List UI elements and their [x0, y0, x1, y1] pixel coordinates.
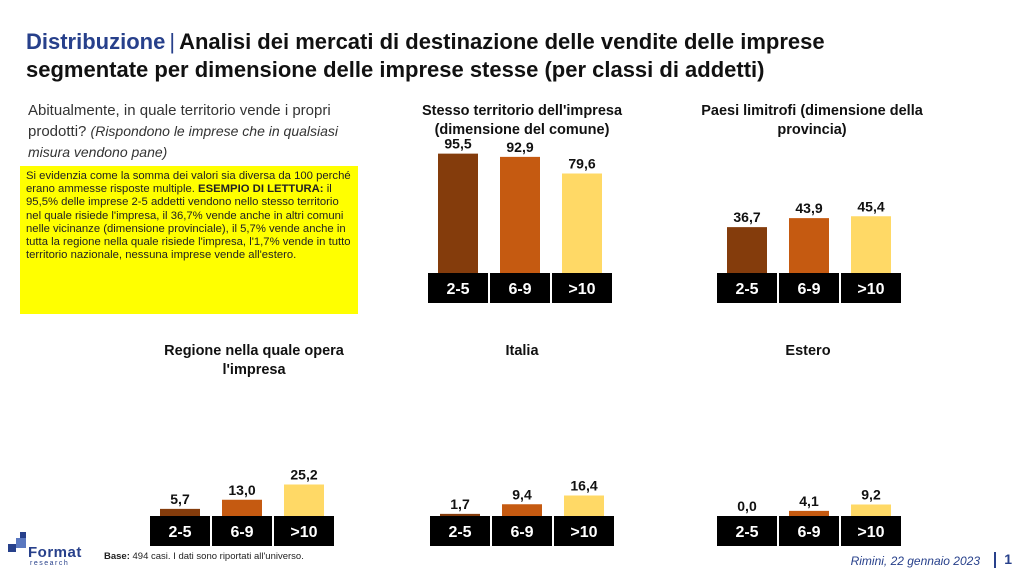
category-label-6-9: 6-9 [797, 524, 820, 541]
category-band-6-9 [779, 273, 839, 303]
value-label-2-5: 36,7 [733, 209, 760, 225]
value-label-6-9: 4,1 [799, 493, 819, 509]
format-research-logo: Format research [8, 530, 98, 570]
title-line-2: segmentate per dimensione delle imprese … [26, 57, 765, 82]
chart-title-paesi-limitrofi: Paesi limitrofi (dimensione della provin… [701, 103, 923, 138]
category-band-gt10 [841, 516, 901, 546]
bar-gt10 [284, 484, 324, 516]
notebox-body: il 95,5% delle imprese 2-5 addetti vendo… [26, 183, 351, 262]
category-label-2-5: 2-5 [735, 281, 758, 298]
category-band-gt10 [554, 516, 614, 546]
bar-2-5 [160, 508, 200, 516]
category-band-6-9 [490, 273, 550, 303]
survey-question: Abitualmente, in quale territorio vende … [28, 101, 358, 163]
bar-6-9 [222, 499, 262, 516]
category-band-6-9 [779, 516, 839, 546]
category-band-2-5 [430, 516, 490, 546]
logo-word: Format [28, 544, 82, 561]
category-band-gt10 [841, 273, 901, 303]
value-label-gt10: 9,2 [861, 487, 881, 503]
category-band-2-5 [717, 273, 777, 303]
question-note: (Rispondono le imprese che in qualsiasi … [28, 123, 339, 160]
category-band-2-5 [150, 516, 210, 546]
category-label-2-5: 2-5 [168, 524, 191, 541]
title-line-1: Analisi dei mercati di destinazione dell… [179, 29, 825, 54]
category-band-gt10 [552, 273, 612, 303]
category-band-2-5 [428, 273, 488, 303]
title-separator: | [169, 29, 176, 54]
category-label-gt10: >10 [568, 281, 595, 298]
bar-6-9 [789, 218, 829, 273]
footer-place-date: Rimini, 22 gennaio 2023 [850, 554, 980, 568]
value-label-gt10: 16,4 [570, 478, 597, 494]
category-band-6-9 [212, 516, 272, 546]
bar-gt10 [562, 173, 602, 273]
footer-base-text: 494 casi. I dati sono riportati all'univ… [132, 551, 304, 562]
bar-gt10 [564, 495, 604, 516]
bar-6-9 [500, 156, 540, 273]
page-title: Distribuzione | Analisi dei mercati di des… [26, 28, 986, 84]
category-label-2-5: 2-5 [448, 524, 471, 541]
value-label-gt10: 25,2 [290, 467, 317, 483]
category-band-6-9 [492, 516, 552, 546]
bar-2-5 [438, 153, 478, 273]
reading-example-box: Si evidenzia come la somma dei valori si… [20, 166, 358, 314]
category-band-gt10 [274, 516, 334, 546]
category-label-6-9: 6-9 [797, 281, 820, 298]
value-label-2-5: 95,5 [444, 136, 471, 152]
footer-separator [994, 552, 996, 568]
category-label-6-9: 6-9 [508, 281, 531, 298]
notebox-label: ESEMPIO DI LETTURA: [198, 183, 324, 196]
value-label-2-5: 0,0 [737, 498, 757, 514]
question-text: Abitualmente, in quale territorio vende … [28, 102, 331, 140]
chart-title-estero: Estero [785, 343, 831, 359]
category-label-gt10: >10 [290, 524, 317, 541]
bar-6-9 [502, 504, 542, 516]
category-label-gt10: >10 [570, 524, 597, 541]
category-band-2-5 [717, 516, 777, 546]
category-label-gt10: >10 [857, 524, 884, 541]
value-label-6-9: 9,4 [512, 486, 532, 502]
bar-6-9 [789, 510, 829, 516]
chart-title-regione: Regione nella quale opera l'impresa [164, 343, 344, 378]
category-label-gt10: >10 [857, 281, 884, 298]
bar-gt10 [851, 504, 891, 516]
category-label-6-9: 6-9 [510, 524, 533, 541]
bar-2-5 [727, 227, 767, 273]
value-label-6-9: 43,9 [795, 200, 822, 216]
category-label-2-5: 2-5 [446, 281, 469, 298]
category-label-6-9: 6-9 [230, 524, 253, 541]
notebox-intro: Si evidenzia come la somma dei valori si… [26, 170, 351, 196]
value-label-gt10: 79,6 [568, 156, 595, 172]
category-label-2-5: 2-5 [735, 524, 758, 541]
value-label-6-9: 13,0 [228, 482, 255, 498]
value-label-2-5: 1,7 [450, 496, 470, 512]
chart-title-italia: Italia [505, 343, 539, 359]
section-brand: Distribuzione [26, 29, 166, 54]
bar-gt10 [851, 216, 891, 273]
bar-2-5 [440, 513, 480, 516]
value-label-6-9: 92,9 [506, 139, 533, 155]
page-number: 1 [1004, 551, 1012, 567]
value-label-2-5: 5,7 [170, 491, 190, 507]
logo-sub: research [30, 560, 70, 567]
chart-title-stesso-territorio: Stesso territorio dell'impresa (dimensio… [421, 103, 623, 138]
footer-base-note: Base: 494 casi. I dati sono riportati al… [104, 551, 304, 562]
footer-base-label: Base: [104, 551, 130, 562]
value-label-gt10: 45,4 [857, 198, 884, 214]
